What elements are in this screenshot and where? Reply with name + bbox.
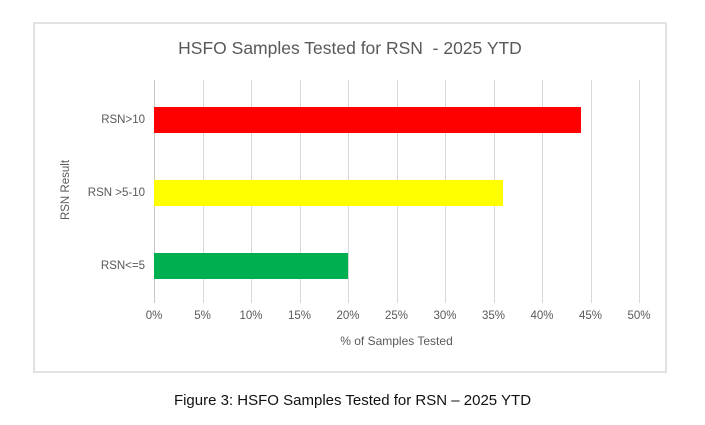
category-label-rsn-5-10: RSN >5-10	[87, 187, 145, 199]
bar-rsn-5	[154, 253, 348, 279]
x-tick-label: 10%	[239, 310, 263, 322]
x-tick-label: 35%	[481, 310, 506, 322]
x-tick-label: 25%	[384, 310, 409, 322]
x-tick-label: 5%	[194, 310, 211, 322]
category-label-rsn-5: RSN<=5	[100, 260, 145, 272]
bar-row-rsn-5-10: RSN >5-10	[88, 180, 639, 206]
x-tick-label: 40%	[530, 310, 554, 322]
gridline	[542, 80, 543, 303]
x-tick-label: 30%	[433, 310, 457, 322]
x-tick-label: 15%	[287, 310, 312, 322]
figure-caption: Figure 3: HSFO Samples Tested for RSN – …	[173, 392, 532, 409]
chart-frame: HSFO Samples Tested for RSN - 2025 YTD R…	[33, 22, 667, 373]
gridline	[590, 80, 592, 303]
bar-row-rsn-10: RSN>10	[101, 107, 639, 133]
gridline	[639, 80, 640, 303]
x-tick-label: 20%	[336, 310, 360, 322]
y-axis-title: RSN Result	[60, 159, 72, 221]
x-axis-title: % of Samples Tested	[340, 334, 453, 348]
bar-rsn-5-10	[154, 180, 504, 206]
bar-rsn-10	[154, 107, 581, 133]
x-tick-label: 0%	[145, 310, 163, 322]
x-tick-label: 50%	[627, 310, 651, 322]
x-tick-label: 45%	[578, 310, 603, 322]
plot-area: 0% 5% 10% 15% 20% 25% 30% 35% 40% 45% 50% RSN>10 RSN…	[88, 80, 651, 322]
chart-title: HSFO Samples Tested for RSN - 2025 YTD	[178, 38, 522, 58]
bar-row-rsn-5: RSN<=5	[101, 253, 639, 279]
category-label-rsn-10: RSN>10	[101, 114, 145, 126]
